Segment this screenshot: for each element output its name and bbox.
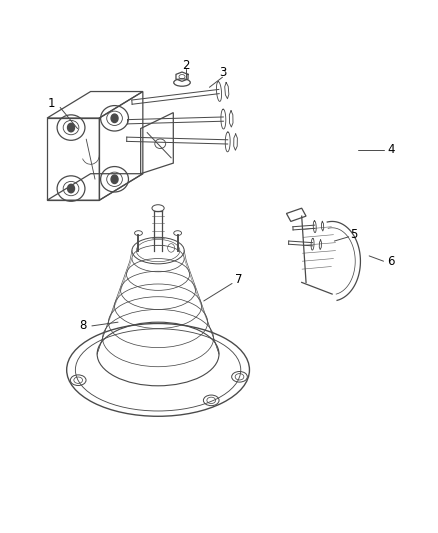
Circle shape: [67, 123, 74, 132]
Text: 5: 5: [350, 228, 357, 241]
Text: 4: 4: [387, 143, 395, 156]
Text: 6: 6: [387, 255, 395, 268]
Circle shape: [67, 184, 74, 193]
Text: 7: 7: [235, 273, 242, 286]
Text: 2: 2: [183, 59, 190, 71]
Text: 1: 1: [48, 96, 55, 110]
Circle shape: [111, 114, 118, 123]
Text: 3: 3: [219, 67, 226, 79]
Circle shape: [111, 175, 118, 183]
Text: 8: 8: [80, 319, 87, 333]
